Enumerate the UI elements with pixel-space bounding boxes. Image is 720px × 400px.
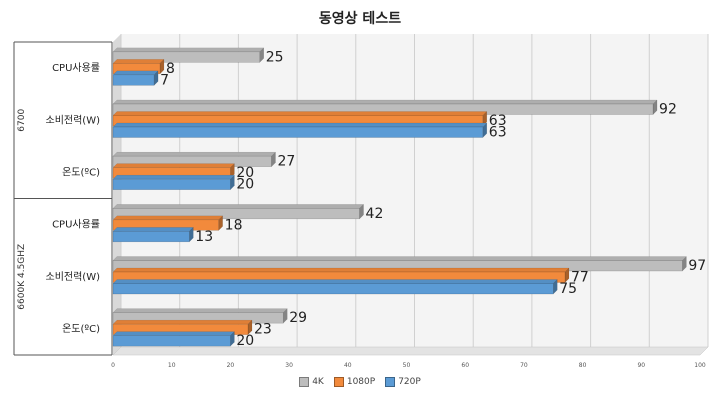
bar-end	[282, 308, 288, 324]
data-label: 13	[195, 229, 213, 245]
legend-swatch	[333, 377, 344, 387]
data-label: 63	[489, 113, 507, 129]
bar	[112, 335, 231, 347]
bar-top	[112, 227, 194, 232]
category-label: 소비전력(W)	[46, 271, 101, 283]
plot-area	[113, 34, 708, 355]
x-tick-label: 0	[111, 362, 115, 369]
data-label: 63	[489, 125, 507, 141]
bar	[112, 283, 554, 295]
bar	[112, 74, 155, 86]
data-label: 20	[236, 165, 254, 181]
bar-top	[112, 215, 224, 221]
bar	[112, 178, 231, 190]
legend-swatch	[299, 377, 310, 387]
x-tick-label: 80	[579, 362, 587, 369]
data-label: 42	[366, 206, 384, 222]
group-label: 6600K 4.5GHZ	[17, 244, 27, 310]
category-label: CPU사용률	[52, 62, 100, 74]
data-label: 92	[659, 102, 677, 118]
data-label: 97	[688, 258, 706, 274]
x-tick-label: 10	[168, 362, 176, 369]
category-label: 온도(ºC)	[62, 166, 100, 178]
data-label: 7	[160, 72, 169, 88]
legend-label: 720P	[398, 377, 421, 387]
data-label: 25	[266, 49, 284, 65]
data-label: 20	[236, 333, 254, 349]
legend-swatch	[385, 377, 396, 387]
group-label: 6700	[17, 109, 27, 132]
data-label: 29	[289, 310, 307, 326]
bar-top	[112, 256, 687, 261]
bar-top	[112, 59, 165, 64]
data-label: 20	[236, 177, 254, 193]
x-tick-label: 40	[344, 362, 352, 369]
bar	[112, 208, 360, 220]
bar	[112, 231, 190, 243]
bar-top	[112, 163, 236, 168]
x-tick-label: 70	[520, 362, 528, 369]
x-tick-label: 90	[637, 362, 645, 369]
plot-floor	[112, 346, 709, 356]
legend-label: 4K	[312, 377, 324, 387]
category-label: 온도(ºC)	[62, 323, 100, 335]
bar-top	[112, 122, 488, 128]
bar-top	[112, 47, 265, 53]
bar-end	[359, 203, 364, 220]
data-label: 75	[559, 281, 577, 297]
data-label: 18	[225, 217, 243, 233]
x-tick-label: 100	[694, 362, 706, 369]
bar	[112, 51, 260, 63]
x-tick-label: 50	[403, 362, 411, 369]
bar-top	[112, 174, 236, 180]
bar-top	[112, 70, 159, 76]
bar	[112, 126, 484, 138]
bar-top	[112, 267, 570, 273]
bar-top	[112, 99, 658, 105]
category-label: 소비전력(W)	[46, 114, 101, 126]
legend-item: 720P	[385, 377, 421, 387]
data-label: 27	[277, 154, 295, 170]
bar-top	[112, 308, 288, 313]
bar-top	[112, 331, 236, 336]
chart-title: 동영상 테스트	[318, 11, 402, 27]
legend-label: 1080P	[346, 377, 376, 387]
legend-item: 4K	[299, 377, 324, 387]
legend: 4K 1080P 720P	[0, 377, 720, 387]
bar-top	[112, 204, 365, 209]
x-tick-label: 30	[285, 362, 293, 369]
data-label: 23	[254, 322, 272, 338]
bar-top	[112, 319, 253, 325]
x-tick-label: 20	[227, 362, 235, 369]
bar-top	[112, 111, 488, 116]
bar-top	[112, 279, 558, 284]
bar-end	[159, 58, 165, 75]
bar-top	[112, 151, 277, 157]
category-label: CPU사용률	[52, 219, 100, 231]
x-tick-label: 60	[461, 362, 469, 369]
data-label: 8	[166, 61, 175, 77]
data-label: 77	[571, 270, 589, 286]
legend-item: 1080P	[333, 377, 376, 387]
